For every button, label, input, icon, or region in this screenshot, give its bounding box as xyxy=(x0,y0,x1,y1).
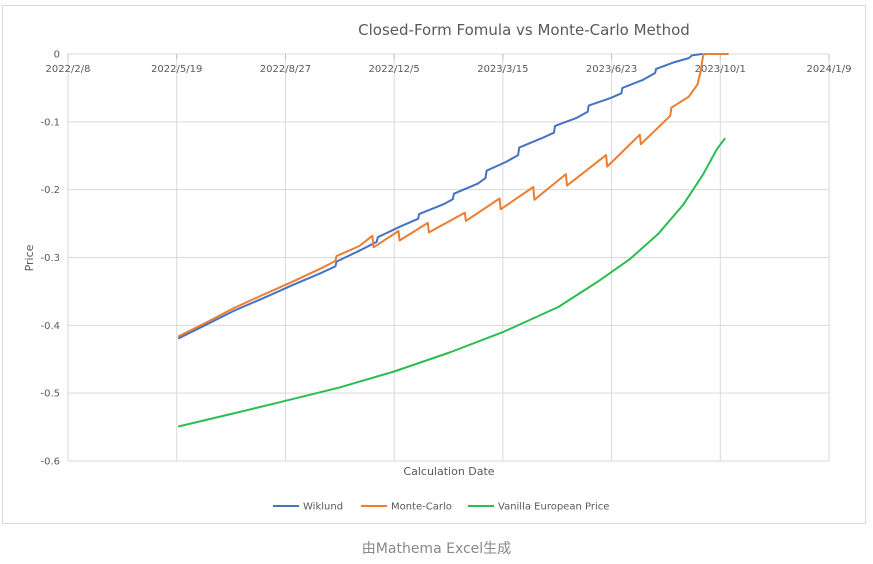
x-axis-title: Calculation Date xyxy=(403,465,494,478)
series-line-vanilla-european-price xyxy=(177,137,726,428)
legend-label-vanilla-european-price: Vanilla European Price xyxy=(498,502,609,513)
x-tick-label: 2023/3/15 xyxy=(477,64,528,75)
x-tick-label: 2022/8/27 xyxy=(260,64,311,75)
y-tick-label: -0.6 xyxy=(40,457,60,468)
series-lines xyxy=(177,53,729,428)
x-tick-label: 2024/1/9 xyxy=(807,64,852,75)
x-tick-label: 2023/10/1 xyxy=(695,64,746,75)
y-tick-label: -0.5 xyxy=(40,389,60,400)
x-tick-label: 2022/5/19 xyxy=(151,64,202,75)
y-tick-label: 0 xyxy=(54,50,60,61)
x-tick-labels: 2022/2/8 2022/5/19 2022/8/27 2022/12/5 2023/… xyxy=(46,64,852,75)
chart-frame: Closed-Form Fomula vs Monte-Carlo Method… xyxy=(2,5,866,524)
y-tick-label: -0.4 xyxy=(40,321,60,332)
x-tick-label: 2022/12/5 xyxy=(369,64,420,75)
y-axis-title: Price xyxy=(23,244,36,271)
y-tick-label: -0.1 xyxy=(40,117,60,128)
x-tick-label: 2023/6/23 xyxy=(586,64,637,75)
series-line-monte-carlo xyxy=(177,53,729,338)
image-caption: 由Mathema Excel生成 xyxy=(361,541,512,557)
legend-label-monte-carlo: Monte-Carlo xyxy=(391,502,452,513)
y-tick-label: -0.2 xyxy=(40,185,60,196)
y-tick-labels: 0 -0.1 -0.2 -0.3 -0.4 -0.5 -0.6 xyxy=(40,50,60,468)
chart-title: Closed-Form Fomula vs Monte-Carlo Method xyxy=(358,21,690,39)
legend-label-wiklund: Wiklund xyxy=(303,502,343,513)
line-chart: Closed-Form Fomula vs Monte-Carlo Method… xyxy=(23,21,852,513)
legend: Wiklund Monte-Carlo Vanilla European Price xyxy=(273,502,609,513)
series-line-wiklund xyxy=(177,53,703,340)
gridlines xyxy=(67,53,830,462)
y-tick-label: -0.3 xyxy=(40,253,60,264)
x-tick-label: 2022/2/8 xyxy=(46,64,91,75)
